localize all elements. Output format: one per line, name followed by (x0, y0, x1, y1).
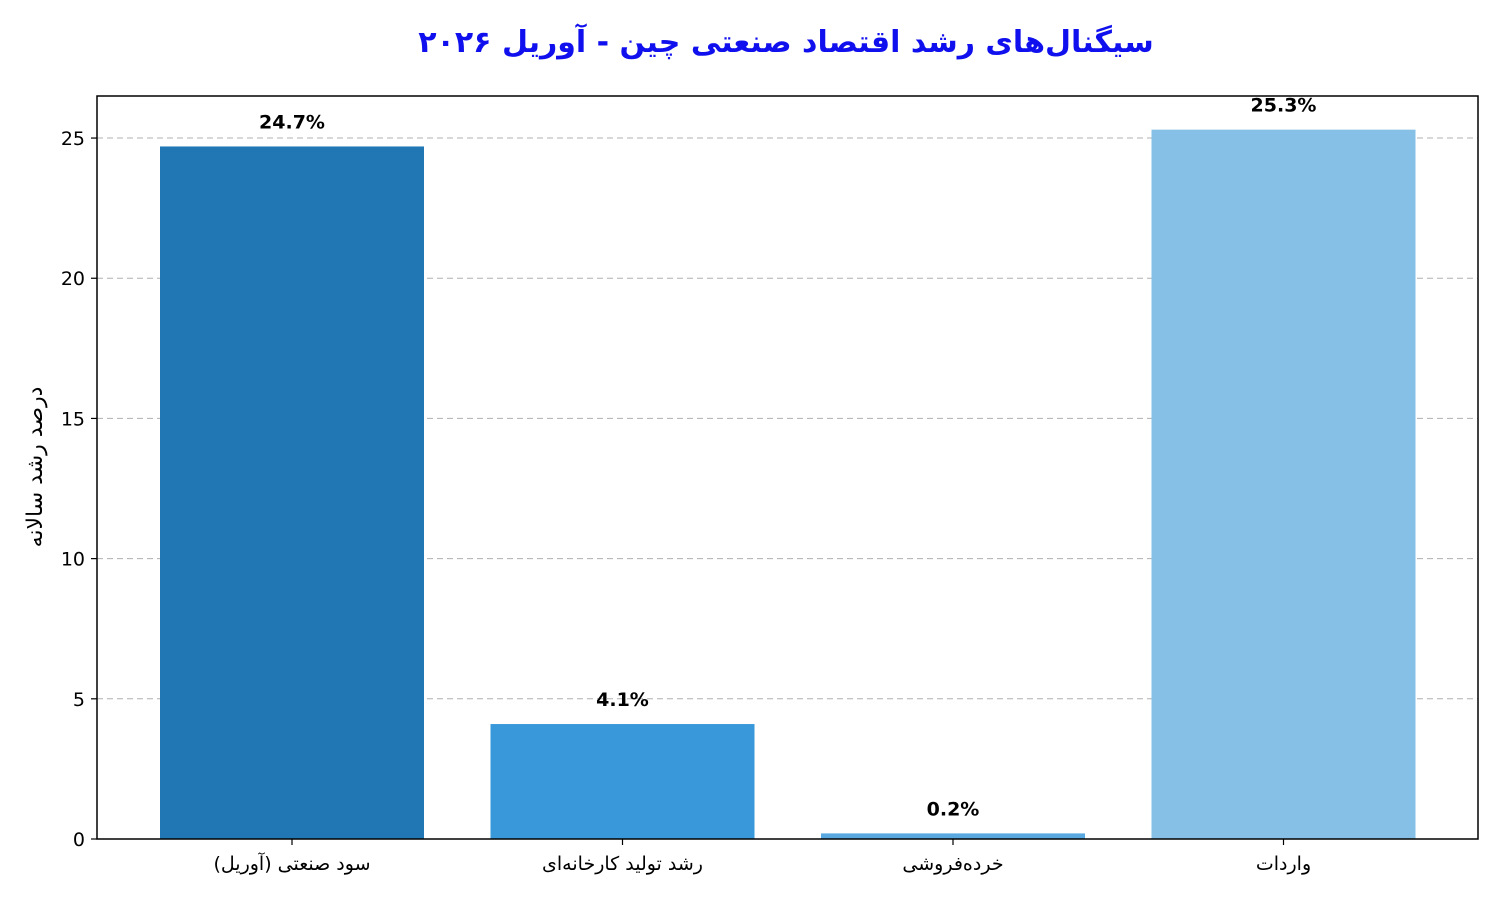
x-tick-label: واردات (1256, 853, 1311, 875)
axis-ticks: 0 5 10 15 20 25 سود صنعتی (آوریل) رشد تولید کار… (61, 128, 1311, 875)
bar (821, 833, 1085, 839)
bar-value-label: 25.3% (1251, 95, 1317, 117)
bars (160, 129, 1416, 840)
y-tick-label: 5 (73, 689, 85, 711)
bar (490, 724, 755, 839)
y-tick-label: 10 (61, 549, 85, 571)
y-tick-label: 20 (61, 268, 85, 290)
y-axis-label: درصد رشد سالانه (23, 387, 48, 548)
y-tick-label: 25 (61, 128, 85, 150)
x-tick-label: خرده‌فروشی (902, 853, 1003, 875)
bar-value-label: 0.2% (927, 798, 980, 820)
plot-frame (96, 95, 1479, 840)
y-tick-label: 0 (73, 829, 85, 851)
bar (1151, 129, 1416, 840)
y-tick-label: 15 (61, 408, 85, 430)
bar-value-label: 4.1% (596, 689, 649, 711)
chart-title: سیگنال‌های رشد اقتصاد صنعتی چین - آوریل … (418, 23, 1153, 60)
bar-value-label: 24.7% (259, 111, 325, 133)
value-labels: 24.7% 4.1% 0.2% 25.3% (259, 95, 1316, 821)
x-tick-label: سود صنعتی (آوریل) (213, 851, 370, 875)
bar (160, 146, 424, 840)
x-tick-label: رشد تولید کارخانه‌ای (542, 853, 703, 875)
